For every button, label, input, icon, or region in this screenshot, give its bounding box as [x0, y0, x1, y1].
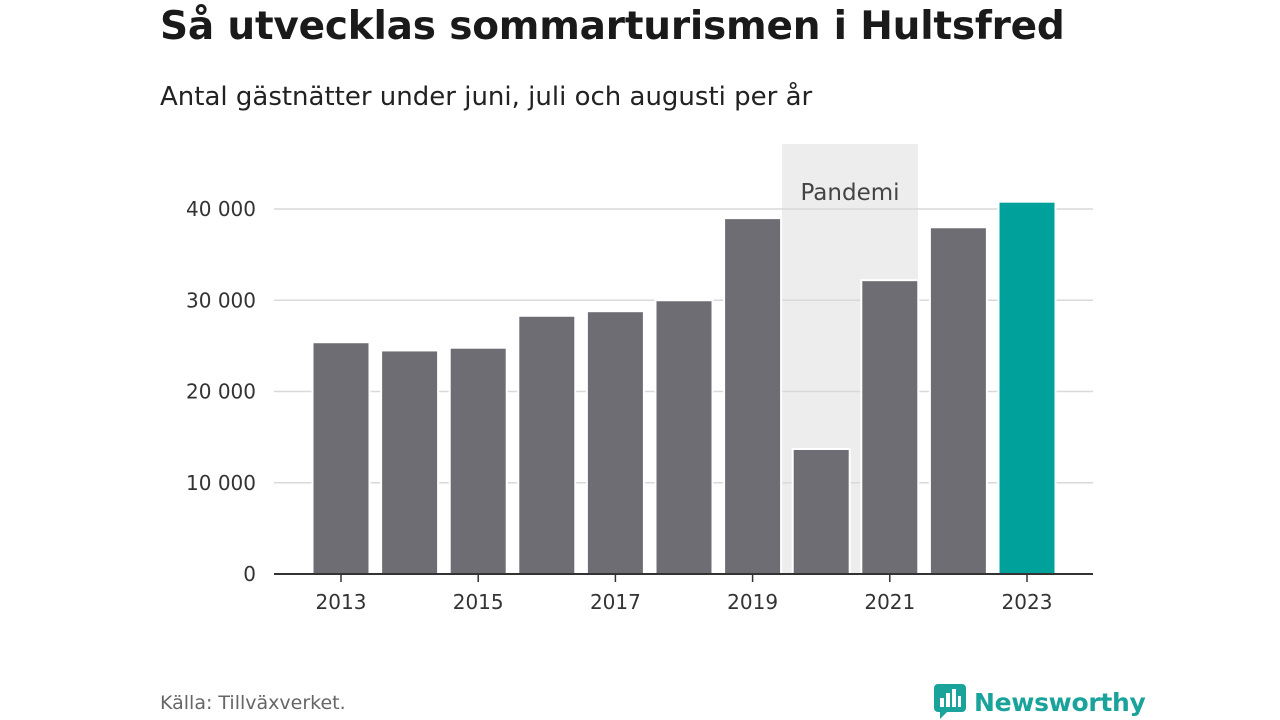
newsworthy-logo: Newsworthy — [934, 684, 1146, 720]
axes — [274, 573, 1093, 582]
x-tick-label: 2013 — [316, 590, 367, 614]
brand-name: Newsworthy — [974, 687, 1146, 717]
y-tick-label: 20 000 — [186, 380, 256, 404]
bar-2018 — [654, 299, 714, 575]
chart-subtitle: Antal gästnätter under juni, juli och au… — [160, 82, 813, 112]
chart-title: Så utvecklas sommarturismen i Hultsfred — [160, 4, 1065, 49]
bar-2023 — [997, 200, 1057, 575]
newsworthy-logo-icon — [934, 684, 966, 719]
bars — [311, 200, 1057, 576]
y-tick-label: 30 000 — [186, 288, 256, 312]
x-tick-label: 2015 — [453, 590, 504, 614]
x-tick-label: 2017 — [590, 590, 641, 614]
y-tick-label: 10 000 — [186, 471, 256, 495]
pandemic-band-label: Pandemi — [800, 180, 899, 206]
bar-2019 — [723, 217, 783, 575]
bar-2020 — [791, 447, 851, 575]
bar-2017 — [585, 310, 645, 575]
y-tick-label: 0 — [243, 562, 256, 586]
labels: Pandemi 0 10 000 20 000 30 000 40 000 2013 2015… — [186, 180, 1052, 614]
x-tick-label: 2021 — [864, 590, 915, 614]
bar-2014 — [380, 349, 440, 575]
bar-2022 — [928, 226, 988, 575]
bar-2021 — [860, 279, 920, 575]
source-note: Källa: Tillväxverket. — [160, 692, 346, 714]
y-tick-label: 40 000 — [186, 197, 256, 221]
x-tick-label: 2023 — [1002, 590, 1053, 614]
bar-2016 — [517, 314, 577, 575]
x-tick-label: 2019 — [727, 590, 778, 614]
bar-2013 — [311, 341, 371, 575]
bar-2015 — [448, 346, 508, 576]
